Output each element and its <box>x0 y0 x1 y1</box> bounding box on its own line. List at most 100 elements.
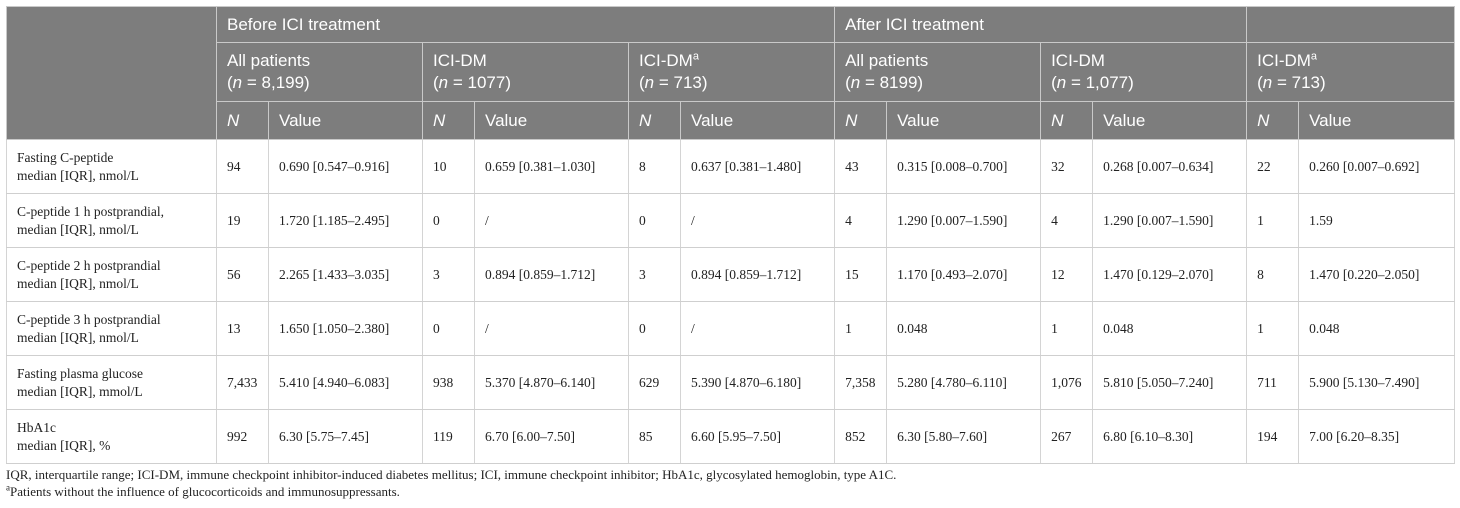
cell-value: 6.70 [6.00–7.50] <box>474 409 629 464</box>
col-value-header: Value <box>268 101 423 140</box>
subgroup-name-text: ICI-DM <box>433 51 487 70</box>
cell-value: 0.894 [0.859–1.712] <box>679 247 836 302</box>
row-label-line2: median [IQR], nmol/L <box>17 221 139 237</box>
cell-value: / <box>679 193 836 248</box>
col-value-header: Value <box>679 101 836 140</box>
cell-value: 0.048 <box>1092 301 1248 356</box>
cell-value: 6.30 [5.80–7.60] <box>886 409 1042 464</box>
cell-value: 5.810 [5.050–7.240] <box>1092 355 1248 410</box>
subgroup-name: ICI-DM <box>1051 50 1236 72</box>
subgroup-n-label: n <box>1056 73 1067 92</box>
cell-n: 8 <box>628 139 681 194</box>
table-row: Fasting C-peptide median [IQR], nmol/L 94 0… <box>6 139 1456 194</box>
cell-n: 32 <box>1040 139 1094 194</box>
footnote-marker: a <box>6 482 10 493</box>
subgroup-name: All patients <box>845 50 1030 72</box>
table-row: C-peptide 2 h postprandial median [IQR], … <box>6 247 1456 302</box>
row-label-line2: median [IQR], % <box>17 437 111 453</box>
table-row: Fasting plasma glucose median [IQR], mmol… <box>6 355 1456 410</box>
cell-value: 1.470 [0.220–2.050] <box>1298 247 1456 302</box>
row-label: Fasting C-peptide median [IQR], nmol/L <box>6 139 217 194</box>
col-value-header: Value <box>886 101 1042 140</box>
cell-n: 12 <box>1040 247 1094 302</box>
subgroup-n-label: n <box>232 73 243 92</box>
cell-n: 1 <box>1246 301 1300 356</box>
cell-value: 5.410 [4.940–6.083] <box>268 355 423 410</box>
cell-n: 992 <box>216 409 269 464</box>
row-label: HbA1c median [IQR], % <box>6 409 217 464</box>
subgroup-name-text: ICI-DM <box>1257 51 1311 70</box>
cell-n: 1 <box>1040 301 1094 356</box>
col-value-header: Value <box>1298 101 1456 140</box>
row-label: Fasting plasma glucose median [IQR], mmol… <box>6 355 217 410</box>
col-n-header: N <box>628 101 681 140</box>
header-group-after: After ICI treatment <box>834 6 1248 43</box>
subgroup-count: (n = 8199) <box>845 73 924 92</box>
subgroup-name: ICI-DMa <box>1257 50 1444 72</box>
subgroup-n-label: n <box>438 73 449 92</box>
cell-n: 119 <box>422 409 475 464</box>
row-label-line1: Fasting C-peptide <box>17 149 114 165</box>
row-label-line2: median [IQR], nmol/L <box>17 167 139 183</box>
row-label-line2: median [IQR], nmol/L <box>17 329 139 345</box>
subgroup-superscript: a <box>692 50 699 63</box>
subgroup-header-5: ICI-DMa (n = 713) <box>1246 42 1456 102</box>
cell-n: 15 <box>834 247 888 302</box>
subgroup-n-value: = 8,199) <box>242 73 310 92</box>
row-label-line1: C-peptide 2 h postprandial <box>17 257 161 273</box>
cell-n: 43 <box>834 139 888 194</box>
cell-value: 6.30 [5.75–7.45] <box>268 409 423 464</box>
subgroup-count: (n = 713) <box>1257 73 1326 92</box>
row-label-line1: Fasting plasma glucose <box>17 365 143 381</box>
subgroup-n-value: = 713) <box>1272 73 1326 92</box>
subgroup-header-4: ICI-DM (n = 1,077) <box>1040 42 1248 102</box>
row-label-line2: median [IQR], mmol/L <box>17 383 143 399</box>
cell-n: 852 <box>834 409 888 464</box>
cell-n: 1,076 <box>1040 355 1094 410</box>
footnotes: IQR, interquartile range; ICI-DM, immune… <box>6 466 1446 500</box>
cell-value: / <box>474 301 629 356</box>
cell-n: 13 <box>216 301 269 356</box>
subgroup-n-label: n <box>850 73 861 92</box>
cell-value: 0.894 [0.859–1.712] <box>474 247 629 302</box>
header-row-groups: Before ICI treatment After ICI treatment <box>6 6 1456 140</box>
cell-value: / <box>679 301 836 356</box>
cell-value: 1.470 [0.129–2.070] <box>1092 247 1248 302</box>
subgroup-name: All patients <box>227 50 412 72</box>
col-value-header: Value <box>474 101 629 140</box>
header-group-empty <box>1246 6 1456 43</box>
cell-value: 6.80 [6.10–8.30] <box>1092 409 1248 464</box>
subgroup-name: ICI-DMa <box>639 50 824 72</box>
subgroup-header-3: All patients (n = 8199) <box>834 42 1042 102</box>
cell-n: 0 <box>422 301 475 356</box>
subgroup-name-text: All patients <box>845 51 929 70</box>
table-row: C-peptide 1 h postprandial, median [IQR],… <box>6 193 1456 248</box>
cell-n: 711 <box>1246 355 1300 410</box>
subgroup-name: ICI-DM <box>433 50 618 72</box>
header-corner-cell <box>6 6 217 140</box>
col-value-header: Value <box>1092 101 1248 140</box>
cell-value: 7.00 [6.20–8.35] <box>1298 409 1456 464</box>
cell-n: 7,358 <box>834 355 888 410</box>
data-table-container: Before ICI treatment After ICI treatment… <box>6 6 1456 464</box>
subgroup-n-value: = 1077) <box>448 73 511 92</box>
cell-n: 8 <box>1246 247 1300 302</box>
cell-value: 1.290 [0.007–1.590] <box>1092 193 1248 248</box>
cell-value: 1.290 [0.007–1.590] <box>886 193 1042 248</box>
cell-n: 0 <box>422 193 475 248</box>
cell-value: 1.170 [0.493–2.070] <box>886 247 1042 302</box>
table-row: HbA1c median [IQR], % 992 6.30 [5.75–7.45] 1… <box>6 409 1456 464</box>
cell-value: 0.048 <box>886 301 1042 356</box>
subgroup-n-value: = 1,077) <box>1066 73 1134 92</box>
cell-value: 2.265 [1.433–3.035] <box>268 247 423 302</box>
subgroup-count: (n = 8,199) <box>227 73 310 92</box>
data-table: Before ICI treatment After ICI treatment… <box>6 6 1456 464</box>
footnote-note: aPatients without the influence of gluco… <box>6 483 1446 500</box>
subgroup-header-0: All patients (n = 8,199) <box>216 42 423 102</box>
cell-value: 1.650 [1.050–2.380] <box>268 301 423 356</box>
subgroup-superscript: a <box>1310 50 1318 63</box>
subgroup-name-text: ICI-DM <box>639 51 693 70</box>
table-body: Fasting C-peptide median [IQR], nmol/L 94 0… <box>6 139 1456 464</box>
cell-n: 10 <box>422 139 475 194</box>
cell-value: 1.720 [1.185–2.495] <box>268 193 423 248</box>
